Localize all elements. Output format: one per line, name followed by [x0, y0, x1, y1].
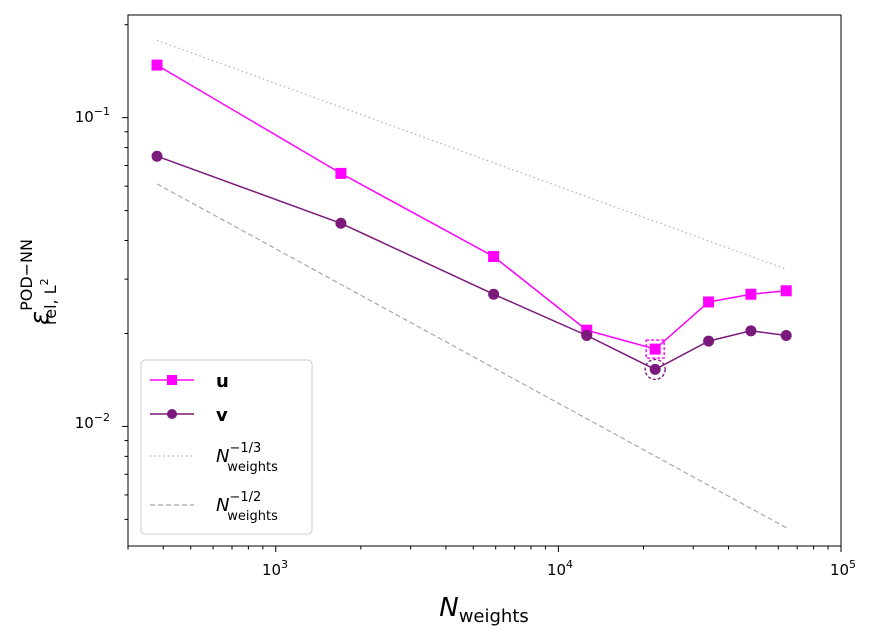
data-point-v — [488, 288, 500, 300]
major-ticks — [122, 117, 842, 552]
highlight-layer — [644, 339, 666, 381]
data-point-u — [745, 288, 757, 300]
legend-box — [140, 359, 313, 535]
data-point-v — [335, 217, 347, 229]
data-point-u — [703, 296, 715, 308]
data-point-u — [649, 343, 661, 355]
plot-frame — [127, 14, 842, 547]
highlight-v — [644, 358, 666, 381]
data-point-v — [745, 325, 757, 337]
x-tick-label-1e3: 103 — [262, 558, 288, 579]
x-tick-label-1e5: 105 — [830, 558, 856, 579]
y-tick-label-1e-1: 10−1 — [75, 105, 110, 126]
legend-half-label: N−1/2 weights — [216, 490, 278, 524]
legend-v-label: v — [216, 405, 228, 426]
data-point-u — [780, 285, 792, 297]
minor-ticks — [124, 24, 829, 550]
highlight-u — [645, 339, 665, 359]
data-point-v — [649, 363, 661, 375]
data-point-v — [581, 330, 593, 342]
series-line-v — [156, 155, 787, 371]
data-point-v — [703, 335, 715, 347]
data-point-v — [151, 150, 163, 162]
x-axis-label: Nweights — [439, 593, 529, 627]
data-point-u — [335, 167, 347, 179]
legend-u-label: u — [216, 371, 229, 392]
data-point-v — [780, 330, 792, 342]
series-layer — [151, 39, 792, 529]
legend-v-marker — [167, 409, 177, 419]
series-line-u — [156, 64, 787, 350]
y-tick-label-1e-2: 10−2 — [75, 411, 110, 432]
data-point-u — [488, 251, 500, 263]
legend-third-label: N−1/3 weights — [216, 441, 278, 475]
x-tick-label-1e4: 104 — [547, 558, 573, 579]
legend: u v N−1/3 weights N−1/2 weights — [140, 359, 313, 535]
legend-u-marker — [167, 375, 177, 385]
data-point-u — [151, 59, 163, 71]
y-axis-label: εPOD−NN rel, L2 — [17, 239, 60, 325]
